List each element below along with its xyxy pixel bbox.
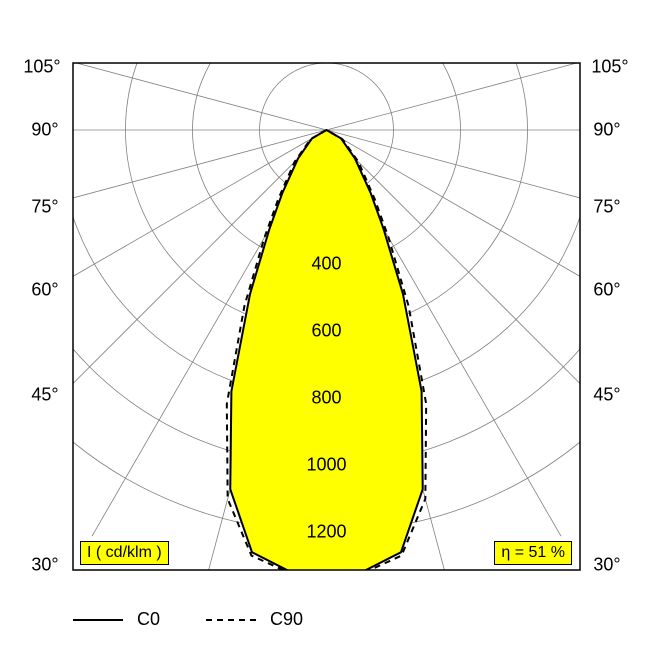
- intensity-label: 800: [311, 388, 341, 409]
- legend-line-dashed-icon: [206, 619, 256, 621]
- angle-label-right: 30°: [593, 555, 620, 576]
- angle-label-right: 105°: [591, 57, 628, 78]
- legend-line-solid-icon: [73, 619, 123, 621]
- intensity-label: 1000: [306, 455, 346, 476]
- legend-c0-label: C0: [137, 609, 160, 630]
- angle-label-left: 45°: [31, 385, 58, 406]
- angle-label-right: 60°: [593, 280, 620, 301]
- angle-label-right: 75°: [593, 197, 620, 218]
- legend: C0 C90: [73, 609, 303, 630]
- intensity-label: 600: [311, 321, 341, 342]
- efficiency-label: η = 51 %: [494, 541, 572, 565]
- angle-label-left: 30°: [31, 555, 58, 576]
- intensity-label: 1200: [306, 522, 346, 543]
- angle-label-left: 60°: [31, 280, 58, 301]
- angle-label-left: 90°: [31, 120, 58, 141]
- polar-chart: I ( cd/klm ) η = 51 % C0 C90 105° 90° 75° 6…: [0, 0, 650, 650]
- angle-label-left: 75°: [31, 197, 58, 218]
- intensity-label: 400: [311, 254, 341, 275]
- angle-label-right: 90°: [593, 120, 620, 141]
- axis-unit-label: I ( cd/klm ): [80, 541, 169, 565]
- angle-label-left: 105°: [23, 57, 60, 78]
- angle-label-right: 45°: [593, 385, 620, 406]
- legend-c90-label: C90: [270, 609, 303, 630]
